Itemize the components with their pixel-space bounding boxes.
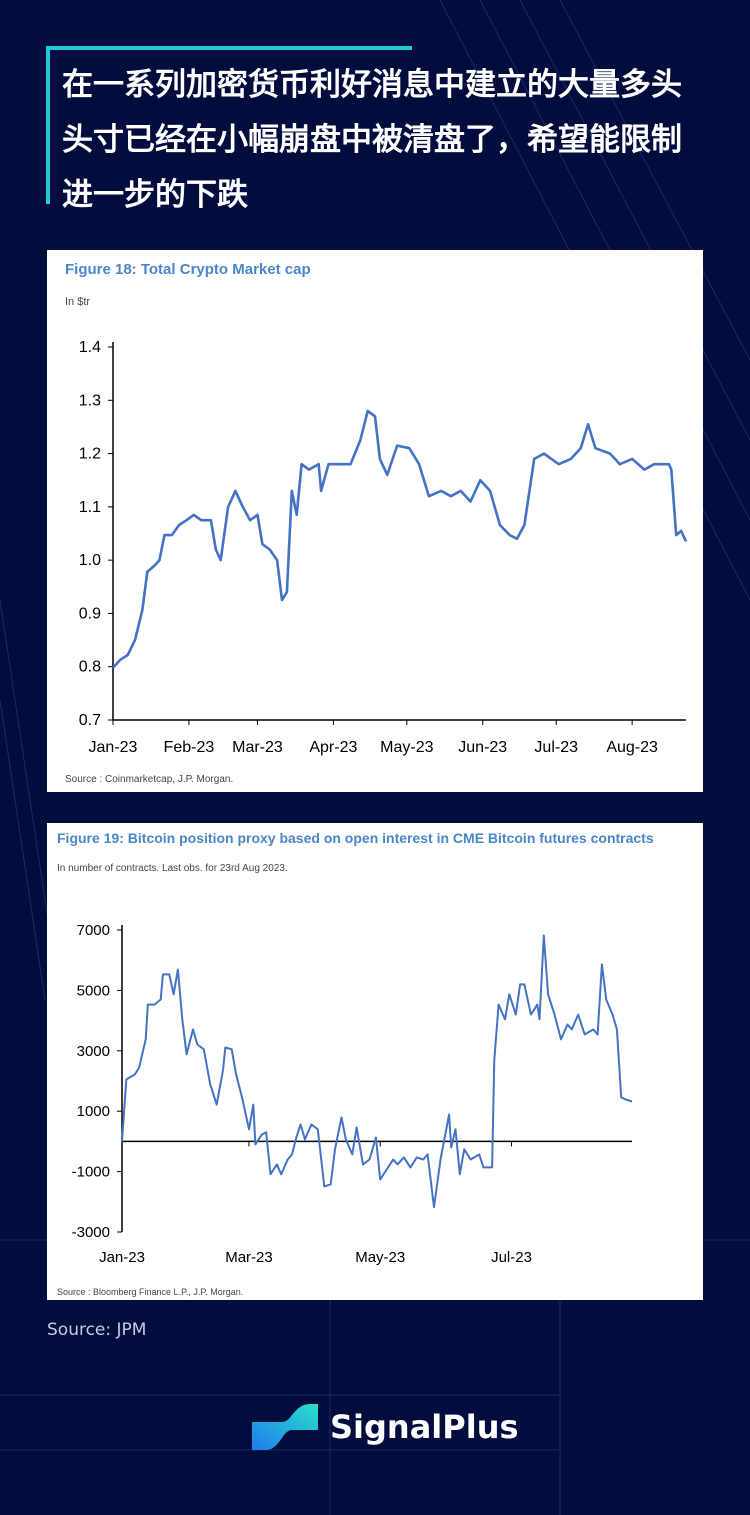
chart-plot: 7000 5000 3000 1000 -1000 -3000 Jan-23 Mar-23 Ma… — [72, 922, 633, 1266]
chart-plot: 1.4 1.3 1.2 1.1 1.0 0.9 0.8 0.7 Jan-23 Feb-23 Mar-… — [79, 339, 688, 756]
y-tick-label: 0.7 — [79, 712, 101, 729]
y-tick-label: 1.3 — [79, 392, 101, 409]
y-tick-label: 1.1 — [79, 499, 101, 516]
x-tick-label: Jul-23 — [491, 1249, 532, 1266]
x-tick-label: Jul-23 — [534, 739, 578, 756]
chart-source: Source : Coinmarketcap, J.P. Morgan. — [65, 774, 234, 785]
y-tick-label: 7000 — [77, 922, 110, 939]
y-tick-label: 1.0 — [79, 552, 101, 569]
source-note: Source: JPM — [47, 1320, 147, 1340]
x-tick-label: Mar-23 — [225, 1249, 273, 1266]
y-tick-label: 1.2 — [79, 446, 101, 463]
y-tick-label: -1000 — [72, 1164, 110, 1181]
x-tick-label: Apr-23 — [309, 739, 357, 756]
x-tick-label: May-23 — [355, 1249, 405, 1266]
brand-name: SignalPlus — [330, 1408, 519, 1446]
y-tick-label: 3000 — [77, 1043, 110, 1060]
x-tick-label: Jan-23 — [89, 739, 138, 756]
x-tick-label: Jun-23 — [458, 739, 507, 756]
page-title: 在一系列加密货币利好消息中建立的大量多头头寸已经在小幅崩盘中被清盘了，希望能限制… — [62, 67, 682, 213]
title-accent-bar — [46, 46, 412, 50]
x-tick-label: May-23 — [380, 739, 433, 756]
x-tick-label: Feb-23 — [164, 739, 215, 756]
x-tick-label: Jan-23 — [99, 1249, 145, 1266]
chart-title: Figure 19: Bitcoin position proxy based … — [57, 830, 654, 846]
title-accent-side — [46, 46, 50, 204]
y-tick-label: 1.4 — [79, 339, 101, 356]
chart-title: Figure 18: Total Crypto Market cap — [65, 261, 311, 278]
y-tick-label: 5000 — [77, 982, 110, 999]
chart-subtitle: In number of contracts. Last obs. for 23… — [57, 863, 288, 874]
chart-market-cap: Figure 18: Total Crypto Market cap In $t… — [47, 250, 703, 792]
y-tick-label: 1000 — [77, 1103, 110, 1120]
y-tick-label: 0.9 — [79, 605, 101, 622]
x-tick-label: Aug-23 — [606, 739, 658, 756]
chart-bitcoin-position: Figure 19: Bitcoin position proxy based … — [47, 823, 703, 1300]
y-tick-label: 0.8 — [79, 659, 101, 676]
y-tick-label: -3000 — [72, 1224, 110, 1241]
series-line — [112, 409, 688, 669]
chart-subtitle: In $tr — [65, 296, 91, 308]
x-tick-label: Mar-23 — [232, 739, 283, 756]
signalplus-logo-icon — [252, 1404, 318, 1450]
series-line — [121, 934, 633, 1209]
chart-source: Source : Bloomberg Finance L.P., J.P. Mo… — [57, 1287, 244, 1297]
